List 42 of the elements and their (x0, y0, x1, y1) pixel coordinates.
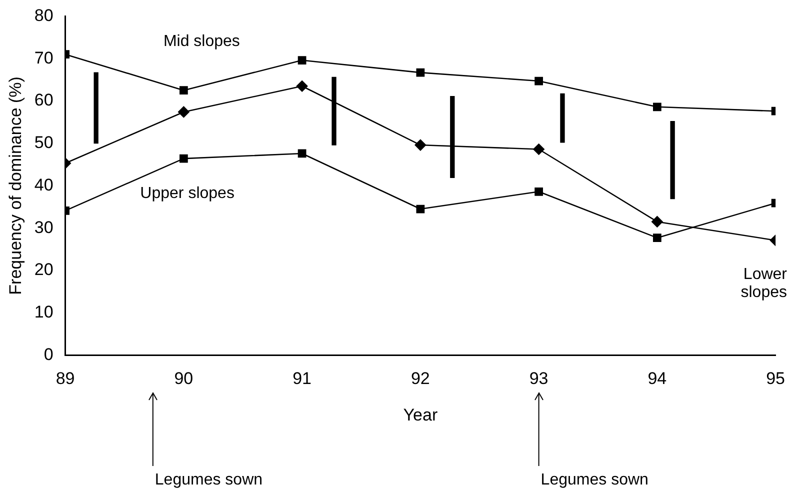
y-tick-label: 0 (44, 344, 54, 364)
point (534, 76, 543, 86)
point (416, 68, 425, 77)
point (414, 139, 426, 151)
point (298, 149, 306, 158)
x-tick-label: 92 (410, 369, 430, 388)
y-tick-label: 70 (34, 48, 54, 68)
y-tick-label: 60 (34, 90, 54, 110)
point (652, 234, 662, 242)
ref-line-label: Legumes sown (154, 471, 263, 488)
x-tick-label: 91 (292, 369, 312, 388)
y-tick-label: 20 (34, 260, 54, 280)
point (533, 144, 544, 155)
y-tick-label: 30 (34, 218, 54, 237)
y-tick-label: 80 (34, 6, 54, 25)
x-axis-title: Year (403, 405, 438, 424)
point (179, 154, 188, 163)
y-axis-title: Frequency of dominance (%) (6, 76, 25, 295)
point (178, 106, 190, 118)
x-tick-label: 94 (648, 369, 667, 388)
point (534, 187, 543, 196)
point (296, 80, 308, 92)
series-label: Lower slopes (740, 266, 788, 301)
series-label: Mid slopes (163, 32, 240, 50)
bar (450, 96, 455, 178)
x-tick-label: 93 (529, 369, 548, 388)
x-tick-label: 89 (56, 369, 75, 388)
series-label: Upper slopes (140, 185, 234, 202)
point (416, 204, 425, 214)
x-tick-label: 90 (174, 369, 194, 388)
bar (94, 72, 98, 144)
point (652, 216, 663, 228)
y-tick-label: 10 (34, 302, 54, 322)
bar (670, 120, 675, 200)
bar (560, 93, 565, 143)
y-tick-label: 50 (34, 133, 54, 152)
point (179, 86, 188, 95)
x-tick-label: 95 (766, 369, 786, 388)
point (652, 102, 662, 112)
y-tick-label: 40 (34, 175, 54, 194)
ref-line-label: Legumes sown (540, 471, 648, 488)
point (298, 56, 306, 64)
